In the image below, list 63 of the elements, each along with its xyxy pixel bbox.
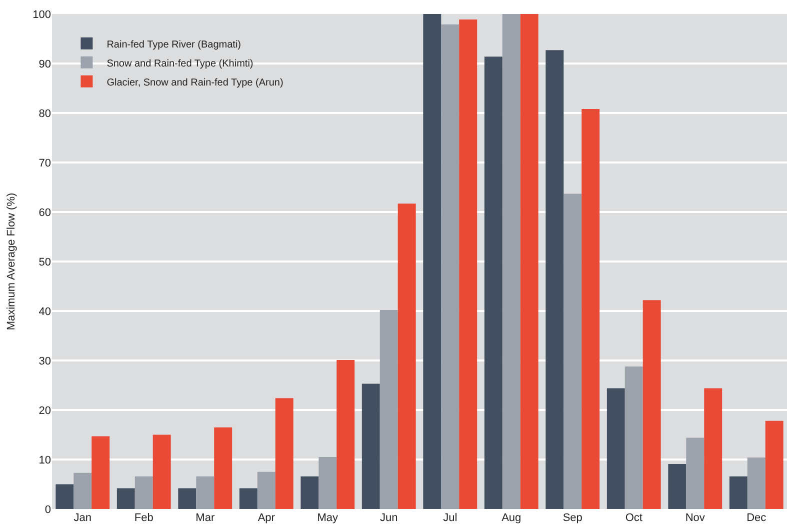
bar — [336, 360, 355, 509]
bar — [642, 300, 661, 509]
bar — [729, 476, 748, 509]
x-tick-label: May — [317, 512, 339, 524]
bar — [686, 438, 704, 509]
y-tick-label: 70 — [38, 157, 51, 170]
y-tick-label: 100 — [32, 8, 51, 21]
bar — [704, 388, 722, 509]
y-tick-label: 50 — [38, 256, 51, 268]
bar — [362, 384, 380, 509]
bar — [624, 366, 643, 509]
y-tick-label: 40 — [38, 306, 51, 318]
bar — [92, 436, 110, 509]
x-tick-label: Feb — [134, 512, 154, 524]
x-tick-label: Mar — [196, 512, 215, 524]
bar — [484, 56, 502, 509]
bar — [520, 14, 538, 509]
bar — [582, 109, 600, 509]
x-tick-label: Jul — [443, 512, 458, 524]
bar — [214, 427, 232, 509]
y-axis-title: Maximum Average Flow (%) — [5, 192, 18, 330]
bar — [116, 488, 135, 509]
legend-label: Glacier, Snow and Rain-fed Type (Arun) — [106, 77, 284, 88]
bar — [546, 50, 564, 509]
bar — [134, 476, 153, 509]
bar — [606, 388, 625, 509]
bar — [300, 476, 319, 509]
y-tick-label: 10 — [38, 454, 51, 466]
y-tick-label: 20 — [38, 404, 51, 417]
bar — [441, 24, 460, 509]
bar — [398, 204, 416, 509]
x-tick-label: Jun — [380, 512, 398, 524]
x-tick-label: Nov — [685, 512, 706, 524]
bar — [765, 420, 784, 509]
bar — [257, 472, 276, 509]
bar — [239, 488, 258, 509]
legend-label: Rain-fed Type River (Bagmati) — [106, 39, 242, 50]
y-tick-label: 30 — [38, 355, 51, 368]
bar — [380, 310, 398, 509]
bar — [178, 488, 196, 509]
bar — [152, 434, 171, 509]
y-tick-label: 60 — [38, 206, 51, 219]
x-tick-label: Jan — [74, 512, 92, 524]
x-tick-label: Apr — [258, 512, 276, 524]
bar — [564, 194, 582, 509]
x-tick-label: Oct — [625, 512, 642, 524]
bar — [56, 484, 74, 509]
x-tick-label: Dec — [746, 512, 767, 524]
x-tick-label: Aug — [502, 512, 522, 524]
bar — [459, 19, 478, 509]
bar — [668, 464, 686, 509]
x-tick-label: Sep — [562, 512, 582, 524]
bar — [318, 457, 337, 509]
bar — [502, 14, 520, 509]
y-tick-label: 90 — [38, 58, 51, 70]
bar — [423, 14, 442, 509]
bar — [74, 472, 92, 509]
y-tick-label: 0 — [44, 504, 51, 516]
bar — [196, 476, 214, 509]
bar — [275, 398, 294, 509]
legend-label: Snow and Rain-fed Type (Khimti) — [106, 58, 254, 70]
bar — [747, 458, 766, 509]
y-tick-label: 80 — [38, 108, 51, 120]
